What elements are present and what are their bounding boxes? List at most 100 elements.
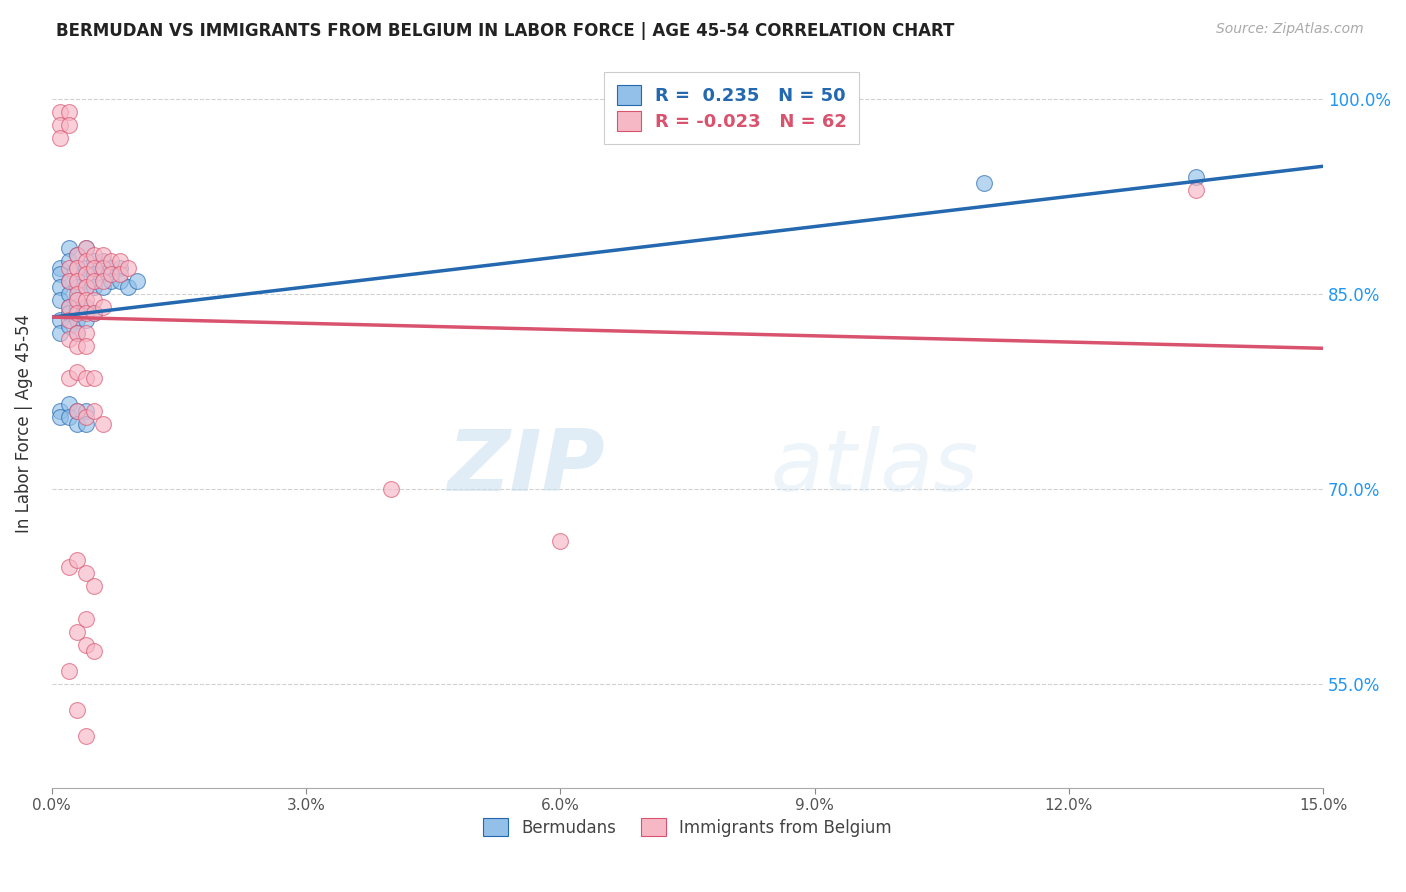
Point — [58, 664, 80, 678]
Point — [117, 260, 139, 275]
Point — [58, 274, 80, 288]
Point — [66, 293, 89, 308]
Point — [58, 306, 80, 320]
Point — [83, 293, 105, 308]
Point — [66, 326, 89, 340]
Point — [66, 260, 89, 275]
Point — [75, 254, 97, 268]
Point — [75, 267, 97, 281]
Point — [75, 241, 97, 255]
Point — [75, 729, 97, 743]
Point — [66, 260, 89, 275]
Point — [58, 332, 80, 346]
Text: atlas: atlas — [770, 425, 979, 509]
Text: ZIP: ZIP — [447, 425, 605, 509]
Point — [66, 247, 89, 261]
Point — [58, 300, 80, 314]
Point — [75, 566, 97, 581]
Point — [49, 403, 72, 417]
Point — [58, 274, 80, 288]
Point — [75, 300, 97, 314]
Point — [49, 130, 72, 145]
Point — [91, 300, 114, 314]
Point — [66, 339, 89, 353]
Point — [75, 417, 97, 431]
Point — [58, 260, 80, 275]
Point — [58, 300, 80, 314]
Point — [66, 703, 89, 717]
Point — [75, 410, 97, 425]
Point — [58, 410, 80, 425]
Point — [66, 553, 89, 567]
Point — [75, 241, 97, 255]
Point — [66, 403, 89, 417]
Point — [58, 559, 80, 574]
Text: Source: ZipAtlas.com: Source: ZipAtlas.com — [1216, 22, 1364, 37]
Point — [49, 267, 72, 281]
Point — [83, 247, 105, 261]
Point — [66, 300, 89, 314]
Point — [58, 104, 80, 119]
Text: BERMUDAN VS IMMIGRANTS FROM BELGIUM IN LABOR FORCE | AGE 45-54 CORRELATION CHART: BERMUDAN VS IMMIGRANTS FROM BELGIUM IN L… — [56, 22, 955, 40]
Point — [83, 254, 105, 268]
Point — [91, 417, 114, 431]
Point — [75, 280, 97, 294]
Point — [58, 312, 80, 326]
Point — [75, 293, 97, 308]
Point — [66, 403, 89, 417]
Point — [100, 274, 122, 288]
Point — [75, 280, 97, 294]
Point — [108, 274, 131, 288]
Point — [83, 306, 105, 320]
Point — [100, 254, 122, 268]
Point — [49, 260, 72, 275]
Point — [125, 274, 148, 288]
Point — [83, 267, 105, 281]
Point — [66, 326, 89, 340]
Point — [83, 274, 105, 288]
Point — [75, 612, 97, 626]
Point — [117, 280, 139, 294]
Point — [75, 312, 97, 326]
Point — [66, 293, 89, 308]
Legend: Bermudans, Immigrants from Belgium: Bermudans, Immigrants from Belgium — [475, 810, 900, 845]
Point — [66, 274, 89, 288]
Point — [49, 410, 72, 425]
Point — [91, 274, 114, 288]
Point — [550, 533, 572, 548]
Point — [108, 260, 131, 275]
Point — [58, 371, 80, 385]
Point — [83, 403, 105, 417]
Point — [108, 267, 131, 281]
Point — [58, 397, 80, 411]
Point — [91, 247, 114, 261]
Point — [58, 254, 80, 268]
Point — [66, 274, 89, 288]
Point — [66, 286, 89, 301]
Point — [91, 267, 114, 281]
Point — [973, 176, 995, 190]
Point — [83, 306, 105, 320]
Point — [83, 280, 105, 294]
Point — [75, 267, 97, 281]
Point — [49, 280, 72, 294]
Point — [75, 326, 97, 340]
Point — [49, 104, 72, 119]
Point — [66, 280, 89, 294]
Point — [66, 247, 89, 261]
Point — [83, 260, 105, 275]
Point — [83, 371, 105, 385]
Point — [66, 312, 89, 326]
Point — [83, 644, 105, 658]
Point — [66, 365, 89, 379]
Point — [91, 280, 114, 294]
Point — [75, 339, 97, 353]
Point — [108, 254, 131, 268]
Point — [380, 482, 402, 496]
Point — [91, 254, 114, 268]
Point — [75, 403, 97, 417]
Point — [66, 624, 89, 639]
Point — [66, 306, 89, 320]
Point — [75, 306, 97, 320]
Point — [58, 286, 80, 301]
